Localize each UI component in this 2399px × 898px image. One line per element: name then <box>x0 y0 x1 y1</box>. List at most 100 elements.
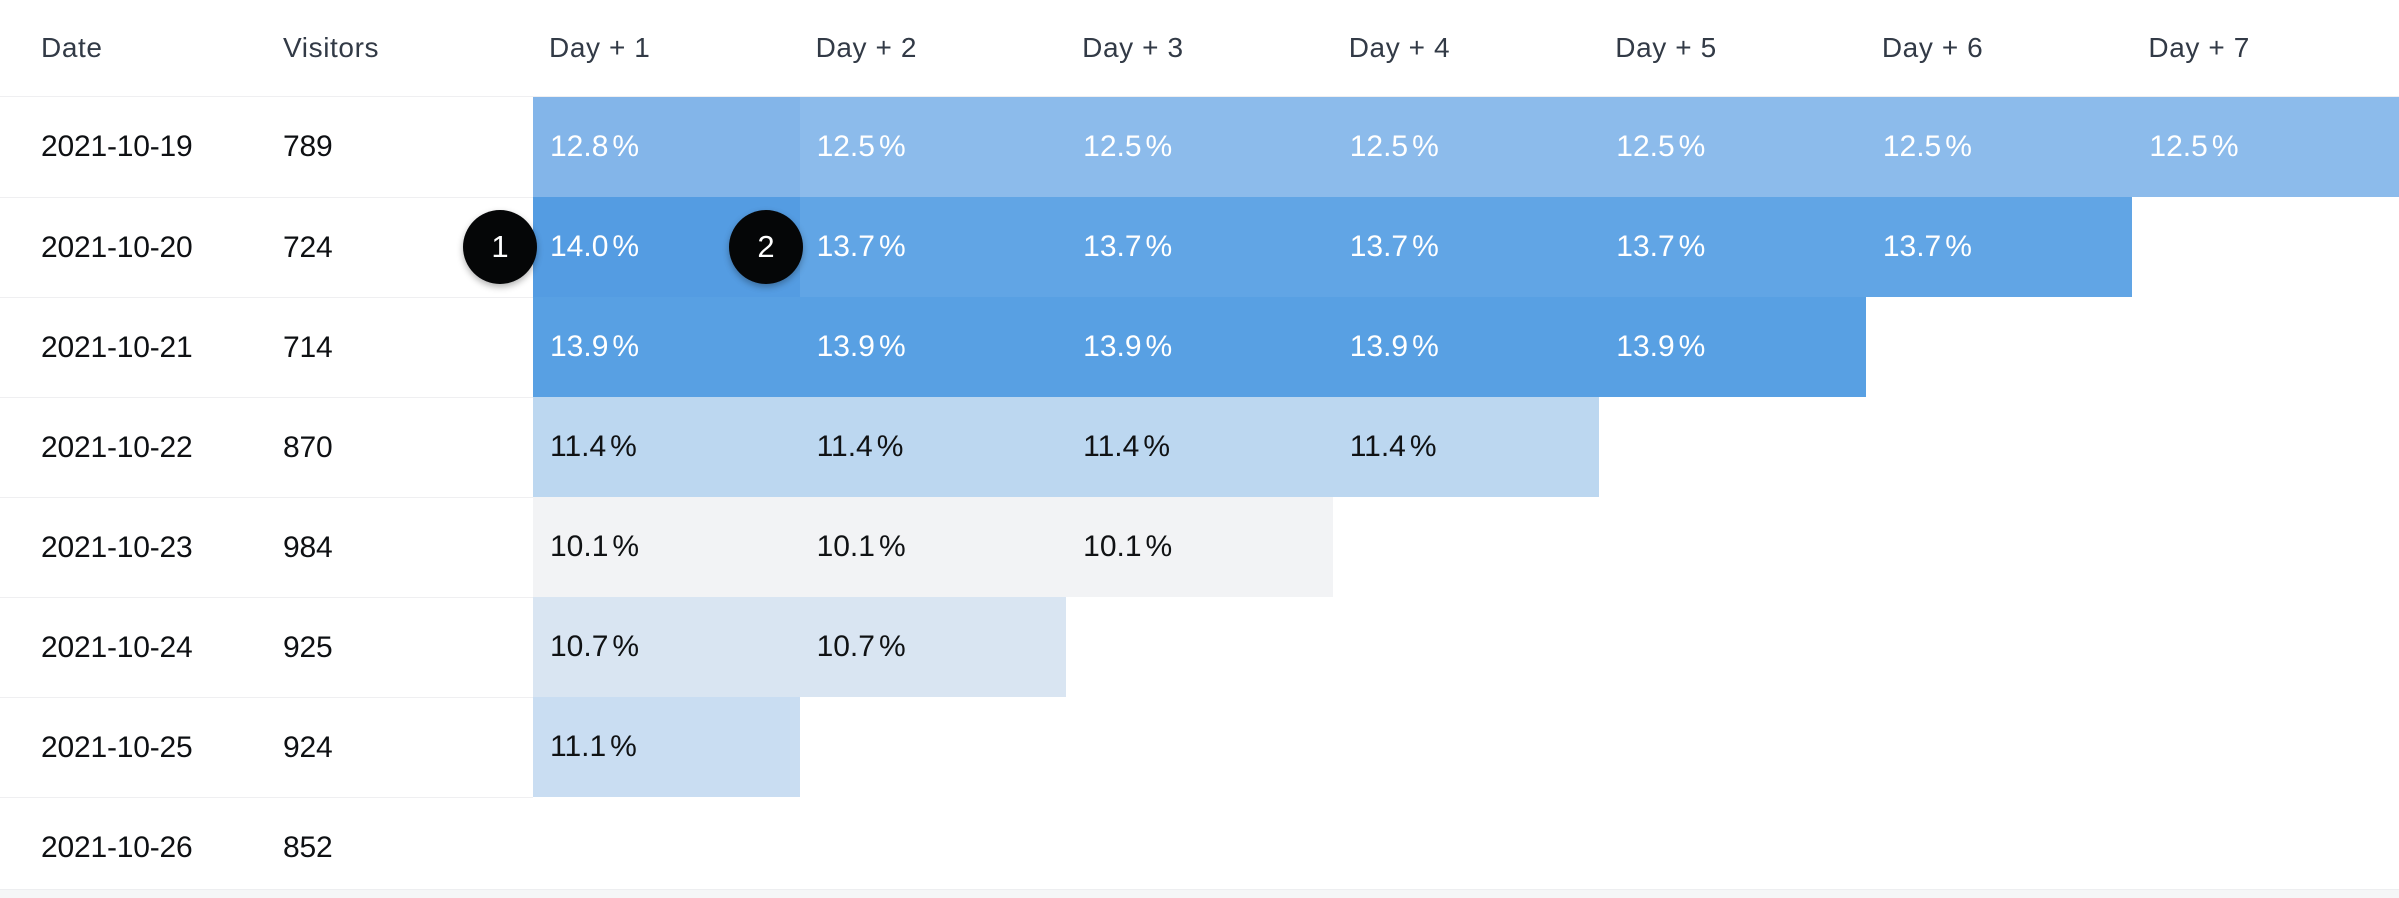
empty-cell <box>1599 397 1866 497</box>
date-cell: 2021-10-25 <box>0 697 242 797</box>
retention-value: 13.7 <box>1083 230 1142 263</box>
percent-sign: % <box>1412 130 1439 163</box>
retention-cell: 10.7% <box>533 597 800 697</box>
percent-sign: % <box>1412 230 1439 263</box>
retention-cell: 12.5% <box>1865 97 2133 197</box>
retention-value: 13.9 <box>1349 330 1409 363</box>
date-cell: 2021-10-19 <box>0 97 242 197</box>
percent-sign: % <box>612 530 640 563</box>
date-cell: 2021-10-26 <box>0 797 242 897</box>
empty-cell <box>1066 797 1333 897</box>
retention-value: 11.1 <box>550 730 607 763</box>
column-header-date: Date <box>0 0 242 97</box>
retention-cell: 13.9% <box>1599 297 1866 397</box>
retention-value: 12.5 <box>1882 130 1942 163</box>
retention-value: 13.7 <box>1616 230 1675 263</box>
empty-cell <box>1599 497 1866 597</box>
percent-sign: % <box>2211 130 2239 163</box>
retention-value: 12.8 <box>550 130 609 163</box>
percent-sign: % <box>612 630 640 663</box>
visitors-cell: 714 <box>242 297 533 397</box>
visitors-cell: 925 <box>242 597 533 697</box>
percent-sign: % <box>1412 330 1439 363</box>
retention-value: 13.7 <box>816 230 875 263</box>
retention-value: 10.1 <box>550 530 609 563</box>
empty-cell <box>1332 797 1600 897</box>
retention-value: 12.5 <box>1083 130 1142 163</box>
retention-value: 13.7 <box>1349 230 1409 263</box>
date-cell: 2021-10-23 <box>0 497 242 597</box>
retention-cell: 11.1% <box>533 697 800 797</box>
retention-cell: 10.1% <box>799 497 1067 597</box>
retention-cell: 13.9% <box>799 297 1067 397</box>
percent-sign: % <box>1145 230 1173 263</box>
percent-sign: % <box>1945 230 1972 263</box>
visitors-cell: 870 <box>242 397 533 497</box>
percent-sign: % <box>1143 430 1170 463</box>
empty-cell <box>1865 697 2133 797</box>
percent-sign: % <box>1945 130 1972 163</box>
column-header-day-7: Day + 7 <box>2132 0 2399 97</box>
retention-cell: 12.8% <box>533 97 800 197</box>
empty-cell <box>1066 697 1333 797</box>
date-cell: 2021-10-21 <box>0 297 242 397</box>
column-header-day-1: Day + 1 <box>533 0 800 97</box>
retention-value: 11.4 <box>1349 430 1406 463</box>
empty-cell <box>2132 597 2399 697</box>
retention-value: 10.1 <box>816 530 875 563</box>
retention-cell: 12.5% <box>2132 97 2399 197</box>
empty-cell <box>1865 597 2133 697</box>
retention-cell: 13.9% <box>1066 297 1333 397</box>
retention-cell: 11.4% <box>1332 397 1600 497</box>
empty-cell <box>2132 797 2399 897</box>
retention-cell: 11.4% <box>1066 397 1333 497</box>
retention-cell: 12.5% <box>1332 97 1600 197</box>
percent-sign: % <box>612 130 640 163</box>
retention-value: 11.4 <box>816 430 873 463</box>
empty-cell <box>799 797 1067 897</box>
percent-sign: % <box>1145 130 1173 163</box>
percent-sign: % <box>1678 130 1706 163</box>
percent-sign: % <box>1678 230 1706 263</box>
column-header-day-4: Day + 4 <box>1332 0 1600 97</box>
visitors-cell: 852 <box>242 797 533 897</box>
percent-sign: % <box>1145 330 1173 363</box>
empty-cell <box>2132 497 2399 597</box>
retention-cell: 10.1% <box>533 497 800 597</box>
percent-sign: % <box>1678 330 1706 363</box>
empty-cell <box>2132 197 2399 297</box>
percent-sign: % <box>1409 430 1437 463</box>
annotation-badge-2[interactable]: 2 <box>729 210 803 284</box>
retention-value: 13.9 <box>1616 330 1675 363</box>
empty-cell <box>2132 397 2399 497</box>
retention-value: 13.9 <box>816 330 875 363</box>
column-header-day-3: Day + 3 <box>1066 0 1333 97</box>
annotation-badge-1-label: 1 <box>491 229 509 264</box>
retention-cell: 13.7% <box>1066 197 1333 297</box>
visitors-cell: 789 <box>242 97 533 197</box>
retention-value: 10.7 <box>816 630 875 663</box>
empty-cell <box>1066 597 1333 697</box>
percent-sign: % <box>610 430 637 463</box>
percent-sign: % <box>878 630 906 663</box>
visitors-cell: 924 <box>242 697 533 797</box>
retention-cell: 10.1% <box>1066 497 1333 597</box>
retention-value: 10.1 <box>1083 530 1142 563</box>
date-cell: 2021-10-20 <box>0 197 242 297</box>
percent-sign: % <box>878 530 906 563</box>
empty-cell <box>799 697 1067 797</box>
percent-sign: % <box>878 330 906 363</box>
retention-cell: 11.4% <box>799 397 1067 497</box>
empty-cell <box>1865 797 2133 897</box>
annotation-badge-1[interactable]: 1 <box>463 210 537 284</box>
percent-sign: % <box>878 130 906 163</box>
empty-cell <box>1865 497 2133 597</box>
empty-cell <box>1332 597 1600 697</box>
retention-value: 13.7 <box>1882 230 1942 263</box>
column-header-day-5: Day + 5 <box>1599 0 1866 97</box>
retention-value: 12.5 <box>816 130 875 163</box>
date-cell: 2021-10-24 <box>0 597 242 697</box>
retention-cell: 13.9% <box>533 297 800 397</box>
empty-cell <box>1332 497 1600 597</box>
